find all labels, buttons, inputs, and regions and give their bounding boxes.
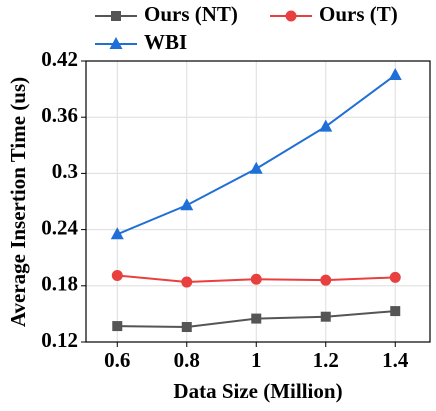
- marker: [389, 271, 401, 283]
- marker: [320, 274, 332, 286]
- marker: [251, 313, 262, 324]
- marker: [250, 273, 262, 285]
- marker: [109, 37, 123, 49]
- marker: [319, 119, 333, 132]
- legend-label: Ours (T): [319, 2, 398, 26]
- x-tick-label: 1: [251, 348, 262, 372]
- y-axis-label: Average Insertion Time (us): [6, 77, 30, 327]
- marker: [320, 311, 331, 322]
- marker: [390, 306, 401, 317]
- x-tick-label: 1.2: [313, 348, 339, 372]
- y-tick-label: 0.12: [41, 328, 78, 352]
- marker: [285, 10, 297, 22]
- y-tick-label: 0.3: [52, 159, 78, 183]
- legend-label: WBI: [144, 30, 187, 54]
- x-tick-label: 0.8: [174, 348, 200, 372]
- marker: [249, 161, 263, 174]
- marker: [181, 276, 193, 288]
- y-tick-label: 0.42: [41, 47, 78, 71]
- marker: [181, 322, 192, 333]
- y-tick-label: 0.18: [41, 272, 78, 296]
- y-tick-label: 0.24: [41, 215, 78, 239]
- marker: [180, 198, 194, 211]
- plot-frame: [85, 60, 431, 343]
- x-tick-label: 0.6: [104, 348, 130, 372]
- x-tick-label: 1.4: [382, 348, 409, 372]
- marker: [388, 68, 402, 81]
- y-tick-label: 0.36: [41, 103, 78, 127]
- x-axis-label: Data Size (Million): [173, 379, 342, 403]
- marker: [111, 269, 123, 281]
- legend-label: Ours (NT): [144, 2, 238, 26]
- marker: [112, 321, 123, 332]
- marker: [110, 227, 124, 240]
- marker: [111, 11, 121, 21]
